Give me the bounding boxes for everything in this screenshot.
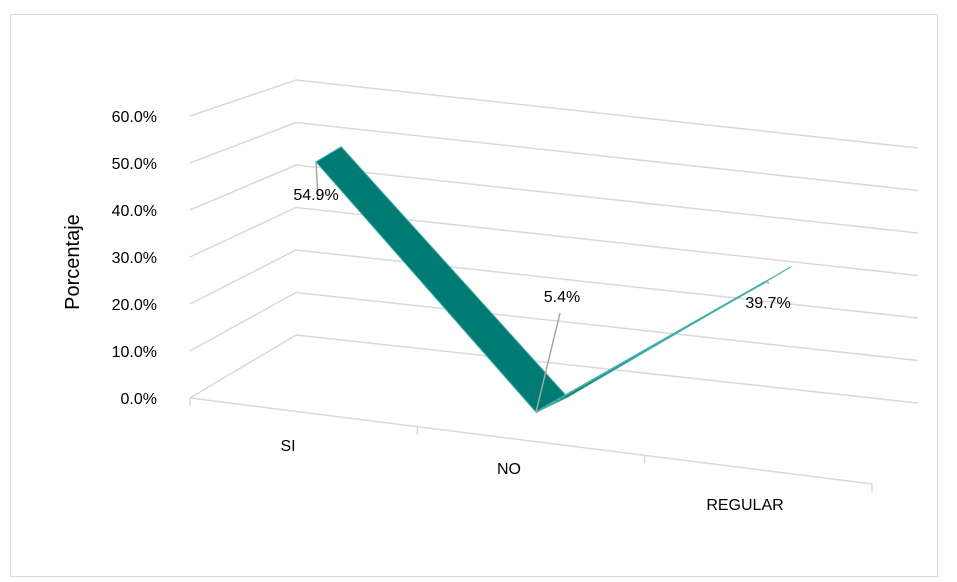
data-label-leader: [535, 312, 561, 413]
y-tick-label: 20.0%: [112, 297, 157, 314]
x-tick-label: REGULAR: [706, 497, 783, 514]
gridline: [189, 249, 919, 319]
gridline: [189, 121, 919, 192]
gridline: [189, 206, 919, 277]
data-label: 39.7%: [745, 295, 790, 312]
y-tick-label: 40.0%: [112, 203, 157, 220]
gridline: [189, 291, 919, 362]
y-tick-label: 10.0%: [112, 344, 157, 361]
data-label: 54.9%: [293, 187, 338, 204]
ribbon-segment-si-no: [315, 146, 569, 413]
y-axis-title: Porcentaje: [62, 214, 84, 310]
labels: 0.0% 10.0% 20.0% 30.0% 40.0% 50.0% 60.0% SI NO RE…: [112, 109, 791, 514]
x-tick-label: NO: [497, 461, 521, 478]
data-label: 5.4%: [544, 289, 580, 306]
gridlines: [189, 79, 919, 404]
x-tick-label: SI: [280, 438, 295, 455]
y-tick-label: 50.0%: [112, 156, 157, 173]
ribbon-highlight: [535, 280, 767, 414]
y-tick-label: 30.0%: [112, 250, 157, 267]
x-axis-line: [189, 397, 873, 485]
gridline: [189, 334, 919, 404]
gridline: [189, 164, 919, 234]
data-label-leader: [315, 161, 319, 200]
y-tick-label: 0.0%: [121, 391, 157, 408]
line-series: [315, 146, 792, 414]
axes: [189, 397, 873, 492]
gridline: [189, 79, 919, 149]
y-tick-label: 60.0%: [112, 109, 157, 126]
